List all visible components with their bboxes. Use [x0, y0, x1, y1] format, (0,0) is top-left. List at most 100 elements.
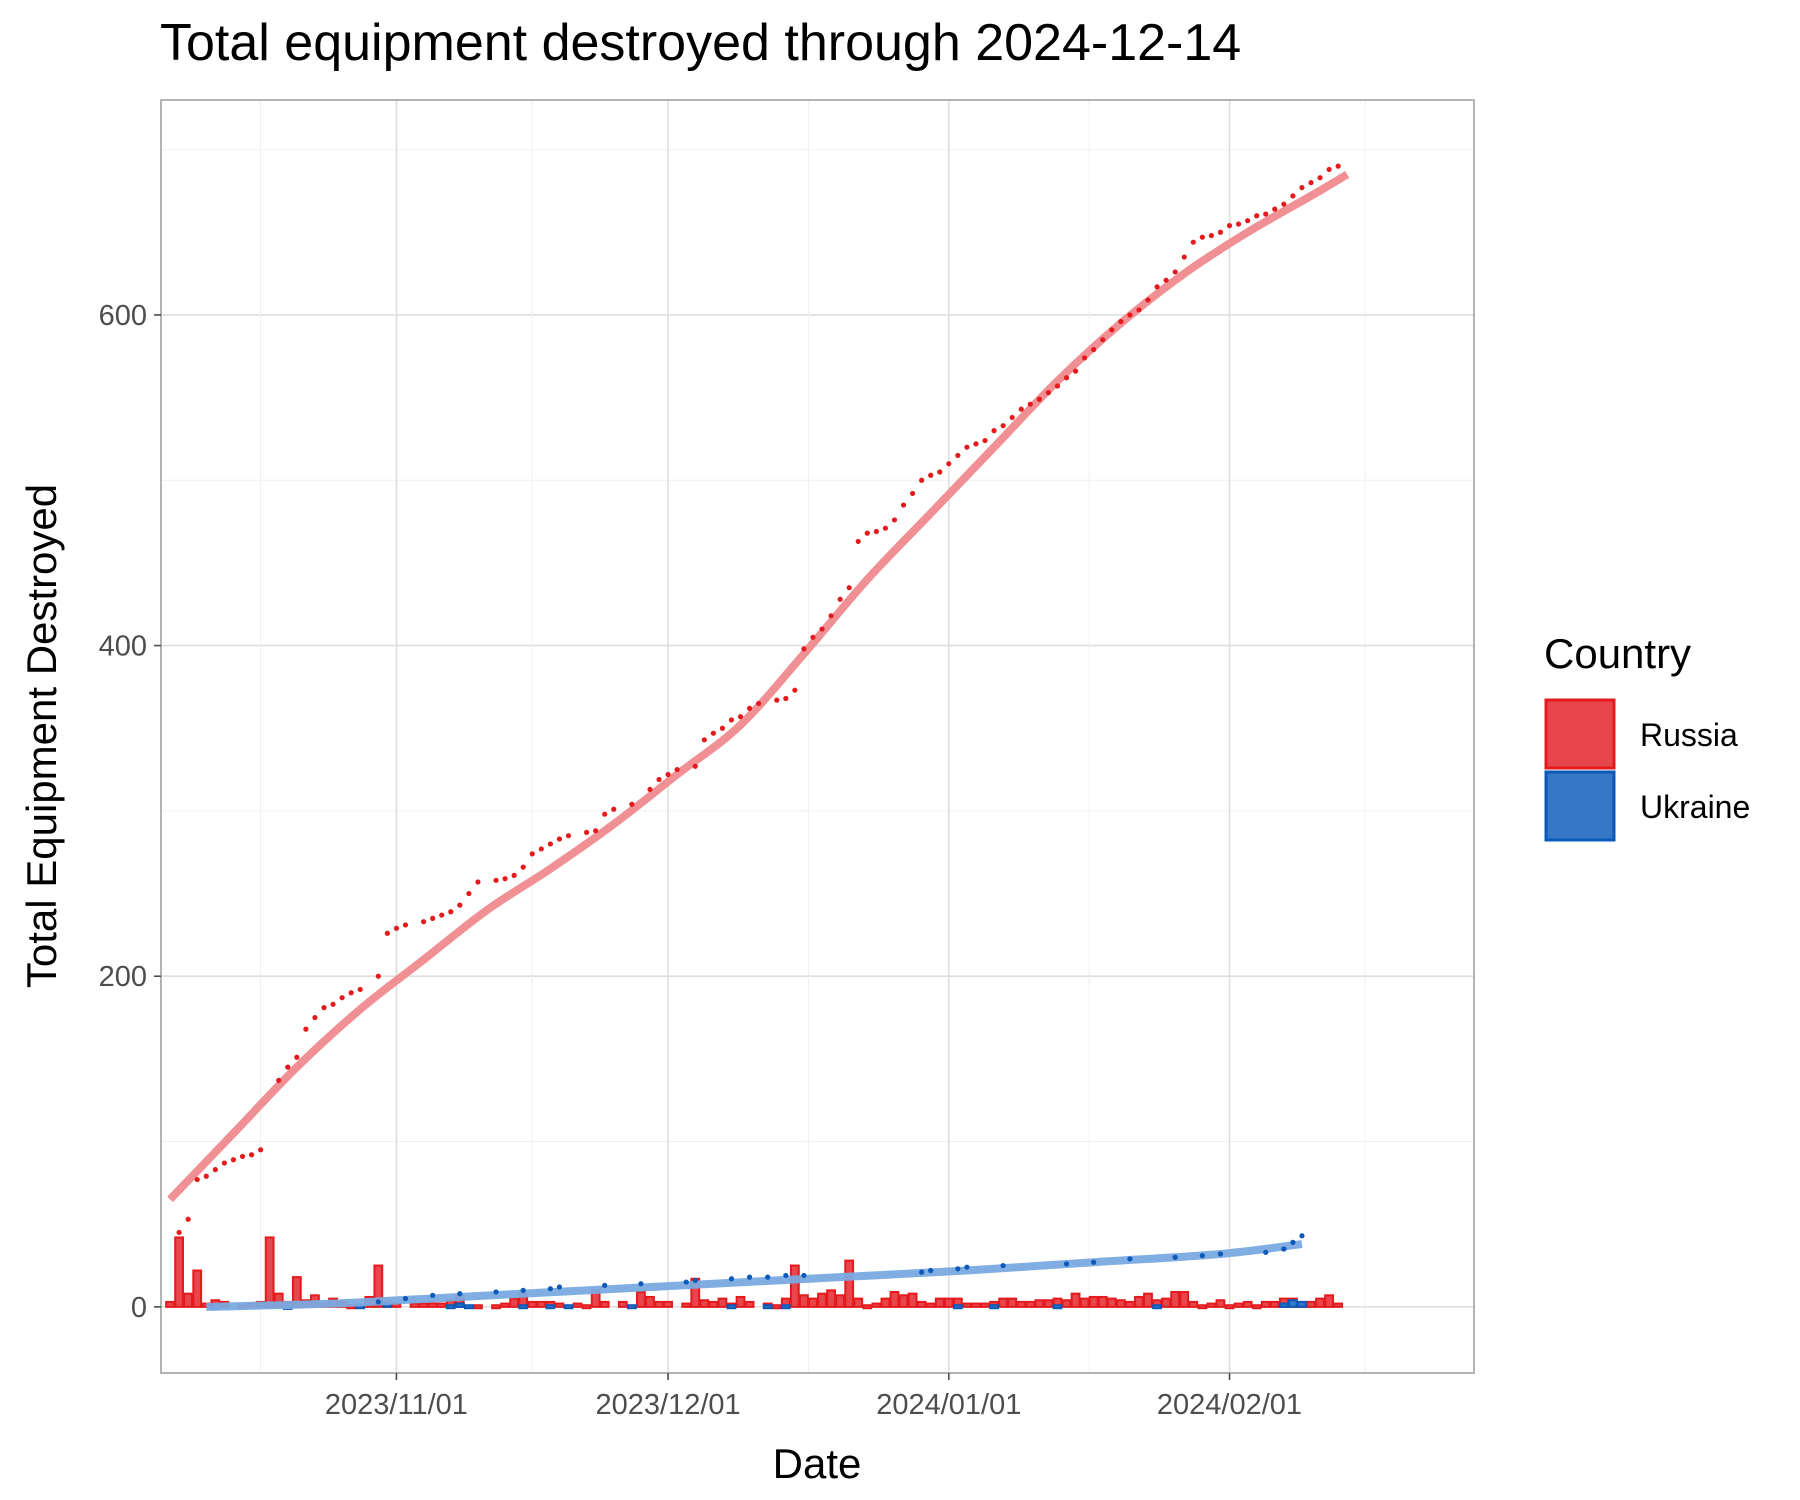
russia-daily-bar: [192, 1269, 203, 1308]
russia-daily-bar: [1125, 1300, 1135, 1308]
russia-cumulative-point: [239, 1153, 246, 1160]
russia-cumulative-point: [212, 1167, 218, 1173]
russia-cumulative-point: [1208, 232, 1214, 239]
russia-daily-bar: [509, 1297, 520, 1308]
russia-daily-bar: [473, 1304, 483, 1310]
ukraine-daily-bar: [762, 1304, 773, 1310]
chart-title: Total equipment destroyed through 2024-1…: [160, 14, 1241, 72]
y-axis-ticks: 0 200 400 600: [99, 300, 161, 1324]
russia-cumulative-point: [294, 1054, 300, 1060]
russia-daily-bar: [572, 1302, 583, 1308]
russia-cumulative-point: [611, 806, 617, 812]
russia-daily-bar: [998, 1297, 1009, 1308]
russia-daily-bar: [943, 1297, 954, 1308]
x-axis-ticks: 2023/11/01 2023/12/01 2024/01/01 2024/02/01: [325, 1373, 1302, 1421]
russia-cumulative-point: [674, 766, 680, 773]
russia-daily-bar: [373, 1264, 384, 1308]
russia-cumulative-point: [1163, 277, 1169, 283]
russia-cumulative-point: [439, 912, 445, 918]
y-tick-label-200: 200: [99, 961, 147, 993]
russia-cumulative-point: [1100, 337, 1106, 343]
russia-cumulative-point: [792, 687, 798, 693]
russia-daily-bar: [799, 1294, 809, 1308]
x-tick-label-2023-11-01: 2023/11/01: [325, 1389, 468, 1421]
russia-cumulative-point: [828, 613, 834, 619]
russia-cumulative-point: [692, 763, 698, 769]
russia-cumulative-point: [855, 538, 861, 545]
russia-daily-bar: [436, 1302, 447, 1308]
russia-daily-bar: [1269, 1300, 1280, 1308]
russia-cumulative-point: [339, 995, 345, 1001]
ukraine-cumulative-point: [1263, 1249, 1269, 1255]
russia-daily-bar: [871, 1302, 882, 1308]
russia-cumulative-point: [547, 841, 553, 847]
russia-cumulative-point: [964, 444, 970, 450]
russia-cumulative-point: [1299, 185, 1305, 191]
russia-daily-bar: [1106, 1297, 1117, 1308]
russia-daily-bar: [898, 1294, 909, 1308]
russia-cumulative-point: [303, 1026, 309, 1032]
russia-daily-bar: [980, 1302, 990, 1308]
russia-daily-bar: [1170, 1290, 1181, 1308]
ukraine-daily-bar: [1152, 1304, 1162, 1310]
russia-daily-bar: [708, 1300, 719, 1308]
russia-cumulative-point: [710, 730, 716, 736]
russia-cumulative-point: [1226, 223, 1233, 229]
russia-daily-bar: [1324, 1294, 1335, 1308]
russia-cumulative-point: [1109, 327, 1115, 333]
russia-cumulative-point: [810, 634, 816, 640]
russia-cumulative-point: [1290, 193, 1296, 199]
russia-daily-bar: [862, 1304, 873, 1310]
y-tick-label-400: 400: [99, 631, 147, 663]
russia-cumulative-point: [728, 717, 735, 723]
russia-cumulative-point: [801, 646, 807, 652]
russia-cumulative-point: [538, 846, 544, 852]
russia-cumulative-point: [593, 828, 599, 834]
russia-cumulative-point: [909, 490, 916, 497]
y-tick-label-0: 0: [131, 1292, 147, 1324]
russia-cumulative-point: [1245, 218, 1251, 224]
russia-cumulative-point: [520, 864, 526, 870]
russia-daily-bar: [1224, 1304, 1235, 1310]
russia-cumulative-point: [529, 851, 535, 857]
russia-cumulative-point: [928, 472, 934, 478]
russia-cumulative-point: [285, 1064, 291, 1070]
russia-daily-bar: [925, 1302, 936, 1308]
russia-daily-bar: [427, 1302, 438, 1308]
russia-cumulative-point: [493, 877, 499, 883]
russia-daily-bar: [418, 1302, 429, 1308]
russia-cumulative-point: [583, 829, 590, 835]
ukraine-daily-bar: [726, 1304, 737, 1310]
russia-cumulative-point: [864, 530, 870, 536]
russia-cumulative-point: [1018, 406, 1024, 412]
ukraine-daily-bar: [545, 1304, 556, 1310]
legend-label-russia: Russia: [1640, 717, 1738, 753]
x-axis-title: Date: [773, 1440, 862, 1487]
russia-cumulative-point: [756, 700, 762, 707]
plot-border: [160, 99, 1475, 1374]
russia-cumulative-point: [194, 1176, 200, 1183]
russia-cumulative-point: [1317, 175, 1323, 181]
ukraine-daily-bar: [989, 1304, 999, 1310]
russia-cumulative-point: [1272, 206, 1278, 212]
russia-cumulative-point: [357, 986, 363, 993]
x-tick-label-2023-12-01: 2023/12/01: [596, 1389, 741, 1421]
russia-cumulative-point: [602, 811, 608, 817]
ukraine-daily-bar: [445, 1304, 456, 1310]
ukraine-cumulative-point: [692, 1277, 698, 1284]
ukraine-cumulative-point: [728, 1276, 735, 1282]
russia-cumulative-point: [511, 872, 517, 878]
russia-daily-bar: [165, 1300, 175, 1308]
russia-cumulative-point: [1118, 318, 1124, 325]
ukraine-cumulative-point: [919, 1269, 925, 1275]
ukraine-cumulative-point: [801, 1272, 807, 1279]
russia-trend-line: [167, 170, 1350, 1203]
russia-daily-bar: [654, 1300, 664, 1308]
russia-cumulative-point: [1308, 180, 1314, 186]
ukraine-daily-bar: [780, 1304, 791, 1310]
russia-cumulative-point: [1063, 375, 1070, 381]
ukraine-daily-bar: [1297, 1300, 1307, 1308]
russia-cumulative-point: [321, 1005, 327, 1011]
russia-cumulative-point: [1335, 163, 1341, 169]
russia-cumulative-point: [973, 441, 979, 447]
